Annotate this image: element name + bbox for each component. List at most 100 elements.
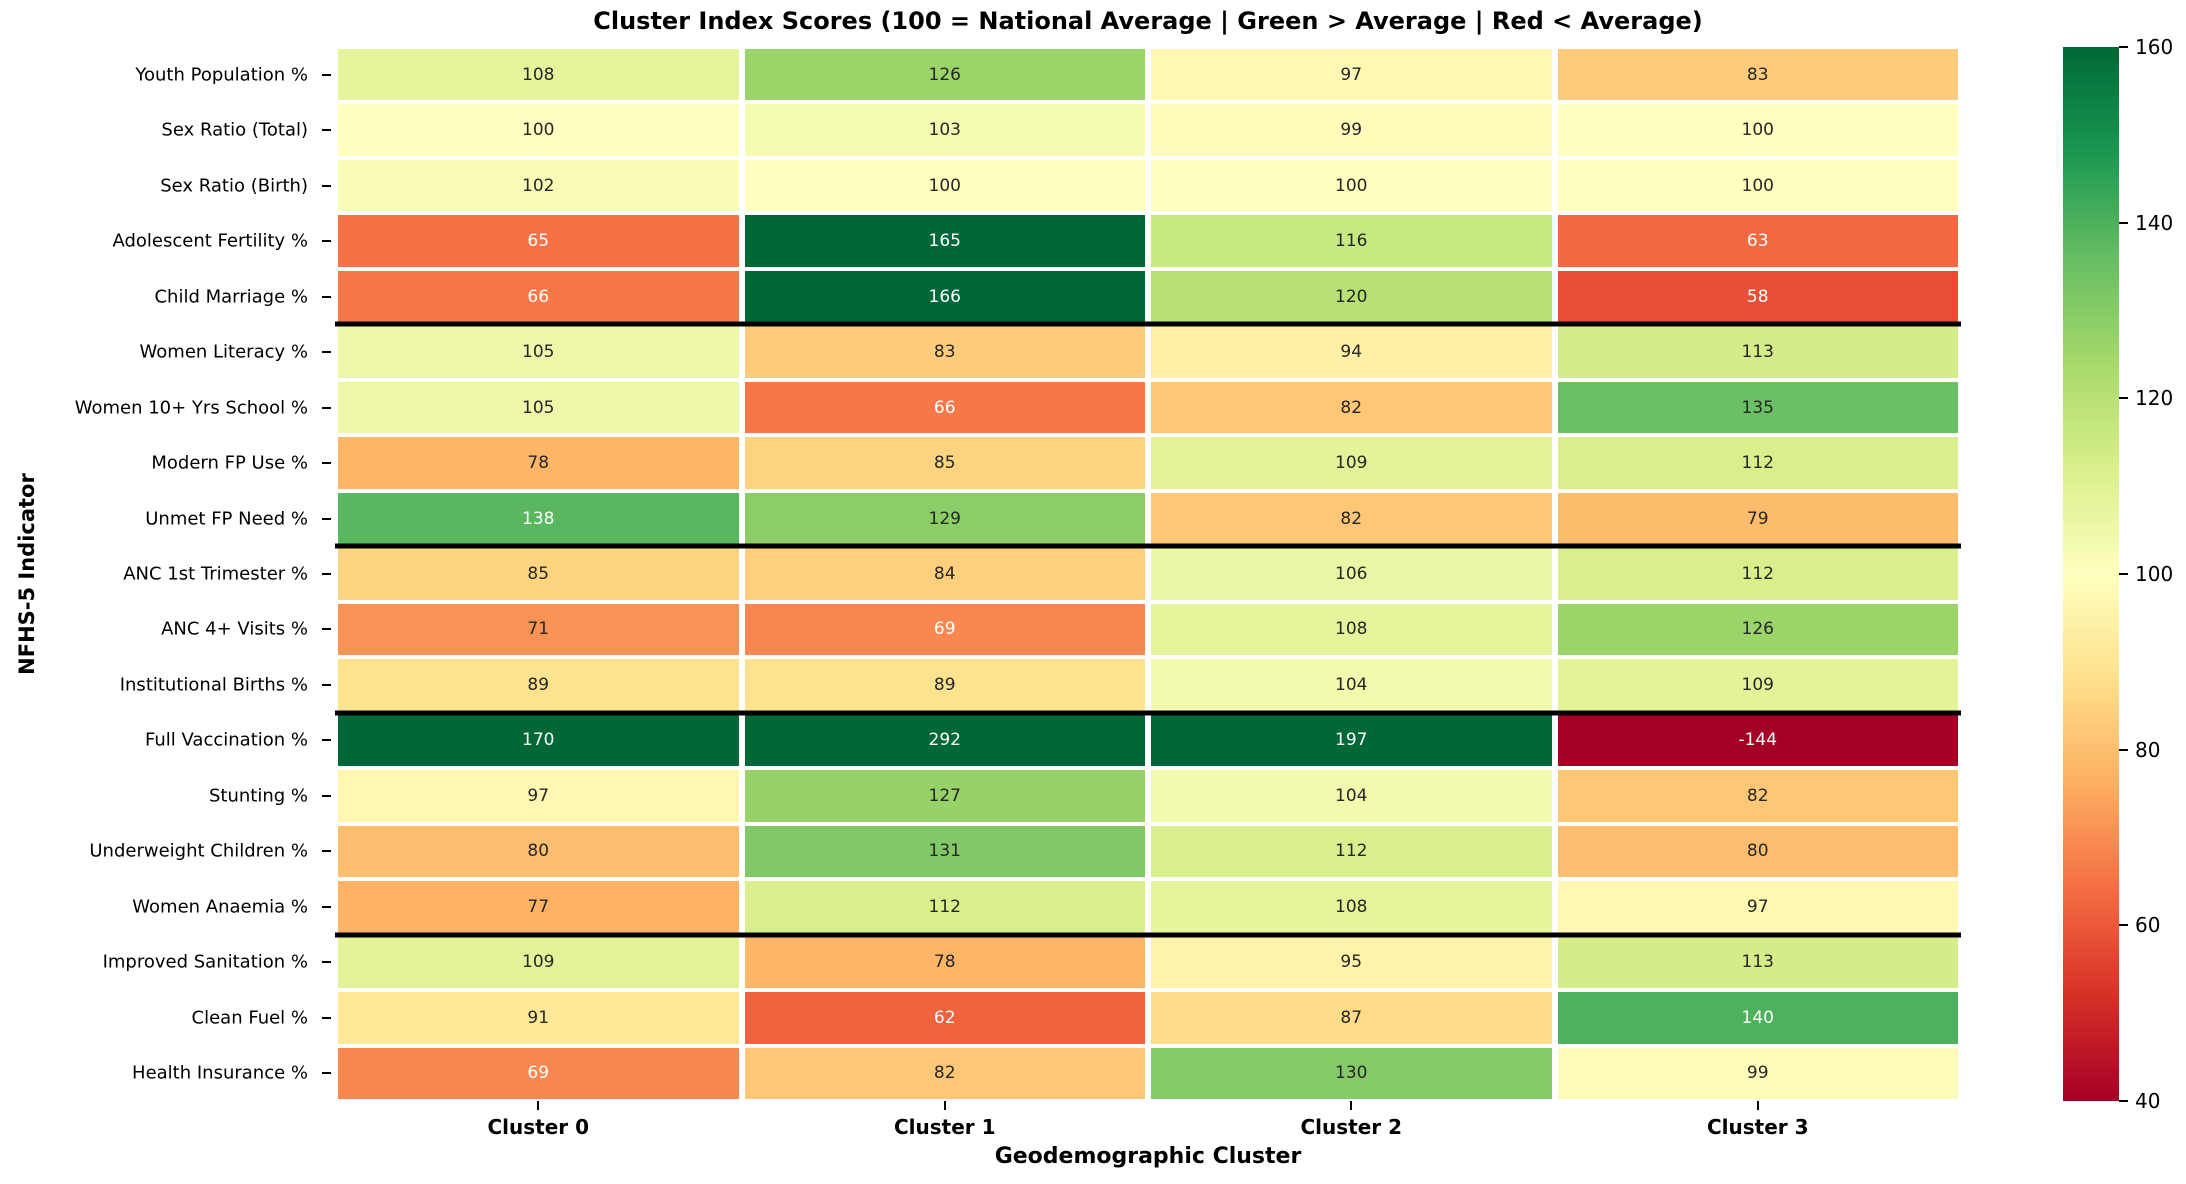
cell-value: 120 bbox=[1335, 286, 1368, 307]
y-tick-mark bbox=[322, 905, 331, 908]
heatmap-cell: 112 bbox=[741, 879, 1148, 935]
heatmap-cell: 78 bbox=[741, 934, 1148, 991]
y-tick-mark bbox=[322, 683, 331, 686]
y-tick-mark bbox=[322, 184, 331, 187]
heatmap-cell: -144 bbox=[1554, 712, 1961, 769]
y-tick-label: Adolescent Fertility % bbox=[112, 230, 309, 252]
cell-value: 95 bbox=[1340, 952, 1363, 973]
heatmap-cell: 89 bbox=[335, 657, 742, 713]
heatmap-cell: 109 bbox=[1148, 435, 1555, 491]
cell-value: 104 bbox=[1335, 785, 1368, 806]
cell-value: 126 bbox=[1741, 619, 1774, 640]
heatmap-cell: 135 bbox=[1554, 379, 1961, 436]
cell-value: 135 bbox=[1741, 397, 1774, 418]
heatmap-cell: 109 bbox=[1554, 657, 1961, 713]
heatmap-cell: 292 bbox=[741, 712, 1148, 769]
cell-value: 170 bbox=[522, 730, 555, 751]
cell-value: 80 bbox=[1746, 841, 1769, 862]
cell-value: 165 bbox=[928, 231, 961, 252]
x-tick-mark bbox=[1756, 1101, 1759, 1110]
heatmap-cell: 112 bbox=[1148, 823, 1555, 880]
heatmap-cell: 87 bbox=[1148, 990, 1555, 1046]
heatmap-cell: 66 bbox=[335, 268, 742, 325]
row-separator-line bbox=[335, 932, 1961, 938]
colorbar-tick-mark bbox=[2119, 1100, 2128, 1102]
cell-value: 127 bbox=[928, 785, 961, 806]
colorbar-tick-label: 80 bbox=[2135, 737, 2161, 762]
heatmap-cell: 104 bbox=[1148, 657, 1555, 713]
cell-value: 292 bbox=[928, 730, 961, 751]
heatmap-cell: 116 bbox=[1148, 213, 1555, 269]
heatmap-cell: 126 bbox=[741, 47, 1148, 103]
cell-value: 100 bbox=[522, 120, 555, 141]
y-tick-label: Institutional Births % bbox=[119, 674, 308, 696]
x-tick-label: Cluster 0 bbox=[487, 1115, 590, 1139]
heatmap-cell: 66 bbox=[741, 379, 1148, 436]
heatmap-cell: 170 bbox=[335, 712, 742, 769]
colorbar-gradient bbox=[2063, 47, 2119, 1101]
heatmap-cell: 113 bbox=[1554, 934, 1961, 991]
cell-value: 82 bbox=[933, 1063, 956, 1084]
heatmap-cell: 85 bbox=[335, 546, 742, 602]
heatmap-cell: 97 bbox=[335, 768, 742, 824]
heatmap-cell: 80 bbox=[335, 823, 742, 880]
colorbar-tick-label: 100 bbox=[2135, 562, 2174, 586]
cell-value: 103 bbox=[928, 120, 961, 141]
heatmap-cell: 113 bbox=[1554, 324, 1961, 380]
heatmap-cell: 82 bbox=[1148, 379, 1555, 436]
y-tick-mark bbox=[322, 295, 331, 298]
heatmap-cell: 197 bbox=[1148, 712, 1555, 769]
y-tick-mark bbox=[322, 351, 331, 354]
colorbar-tick-label: 60 bbox=[2135, 913, 2161, 938]
colorbar-tick-mark bbox=[2119, 46, 2128, 48]
cell-value: 104 bbox=[1335, 674, 1368, 695]
heatmap-cell: 108 bbox=[1148, 601, 1555, 658]
cell-value: 113 bbox=[1741, 342, 1774, 363]
cell-value: 97 bbox=[527, 785, 550, 806]
heatmap-cell: 100 bbox=[1148, 157, 1555, 214]
heatmap-cell: 129 bbox=[741, 490, 1148, 547]
heatmap-cell: 83 bbox=[741, 324, 1148, 380]
heatmap-cell: 99 bbox=[1148, 102, 1555, 158]
heatmap-cell: 69 bbox=[741, 601, 1148, 658]
colorbar-tick-mark bbox=[2119, 397, 2128, 400]
cell-value: 58 bbox=[1746, 286, 1769, 307]
heatmap-cell: 108 bbox=[1148, 879, 1555, 935]
y-tick-label: ANC 4+ Visits % bbox=[161, 618, 308, 640]
chart-title: Cluster Index Scores (100 = National Ave… bbox=[593, 7, 1703, 35]
y-tick-label: Women Literacy % bbox=[139, 341, 308, 363]
colorbar-tick-label: 40 bbox=[2135, 1089, 2161, 1113]
x-tick-label: Cluster 2 bbox=[1300, 1115, 1403, 1139]
cell-value: 116 bbox=[1335, 231, 1368, 252]
y-tick-label: Youth Population % bbox=[135, 64, 308, 86]
y-tick-label: Sex Ratio (Total) bbox=[161, 119, 308, 141]
colorbar: 40 60 80 100 120 140 160 bbox=[2063, 35, 2173, 1113]
x-tick-mark bbox=[537, 1101, 540, 1110]
y-tick-mark bbox=[322, 961, 331, 964]
cell-value: 78 bbox=[933, 952, 956, 973]
y-tick-mark bbox=[322, 462, 331, 465]
cell-value: 99 bbox=[1746, 1063, 1769, 1084]
heatmap-cell: 165 bbox=[741, 213, 1148, 269]
heatmap-cell: 106 bbox=[1148, 546, 1555, 602]
cell-value: 69 bbox=[933, 619, 956, 640]
heatmap-cell: 105 bbox=[335, 324, 742, 380]
cell-value: 83 bbox=[1746, 64, 1769, 85]
heatmap-cell: 94 bbox=[1148, 324, 1555, 380]
y-tick-label: Unmet FP Need % bbox=[145, 508, 308, 530]
heatmap-cell: 100 bbox=[1554, 102, 1961, 158]
y-tick-mark bbox=[322, 129, 331, 132]
heatmap-cell: 82 bbox=[1554, 768, 1961, 824]
heatmap-cell: 103 bbox=[741, 102, 1148, 158]
cell-value: 82 bbox=[1340, 397, 1363, 418]
y-tick-mark bbox=[322, 406, 331, 409]
heatmap-cell: 99 bbox=[1554, 1045, 1961, 1101]
cell-value: 94 bbox=[1340, 342, 1363, 363]
y-tick-label: ANC 1st Trimester % bbox=[123, 563, 308, 585]
y-tick-label: Clean Fuel % bbox=[191, 1007, 308, 1029]
heatmap-cell: 112 bbox=[1554, 546, 1961, 602]
cell-value: 138 bbox=[522, 508, 555, 529]
colorbar-tick-label: 140 bbox=[2135, 210, 2174, 235]
y-tick-label: Health Insurance % bbox=[132, 1062, 308, 1084]
cell-value: 62 bbox=[933, 1007, 956, 1028]
